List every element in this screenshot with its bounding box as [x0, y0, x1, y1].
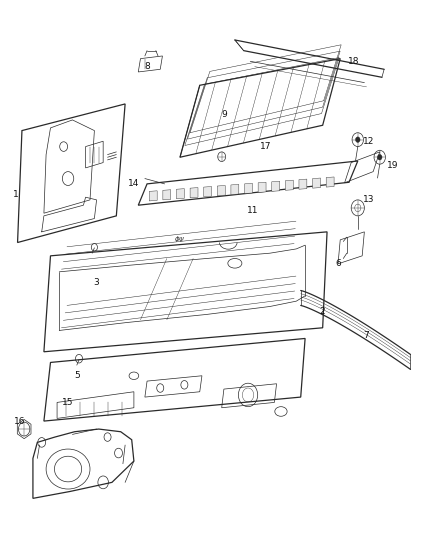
- Text: 2: 2: [319, 308, 325, 316]
- Polygon shape: [298, 179, 306, 189]
- Text: 7: 7: [363, 332, 369, 340]
- Polygon shape: [285, 180, 293, 190]
- Text: 9: 9: [220, 110, 226, 119]
- Polygon shape: [203, 187, 211, 197]
- Polygon shape: [190, 188, 198, 198]
- Text: 14: 14: [128, 180, 139, 188]
- Text: 16: 16: [14, 417, 25, 425]
- Text: 19: 19: [386, 161, 398, 169]
- Circle shape: [377, 155, 381, 160]
- Polygon shape: [162, 190, 170, 200]
- Polygon shape: [244, 183, 252, 193]
- Polygon shape: [176, 189, 184, 199]
- Text: 6: 6: [334, 260, 340, 268]
- Text: 11: 11: [246, 206, 258, 215]
- Polygon shape: [312, 178, 320, 188]
- Text: 18: 18: [347, 57, 358, 66]
- Polygon shape: [149, 191, 157, 201]
- Text: 15: 15: [62, 398, 74, 407]
- Polygon shape: [271, 181, 279, 191]
- Text: $\phi\psi$: $\phi\psi$: [174, 234, 185, 244]
- Text: 17: 17: [259, 142, 271, 151]
- Circle shape: [355, 137, 359, 142]
- Text: 12: 12: [362, 137, 374, 146]
- Text: 8: 8: [144, 62, 150, 71]
- Polygon shape: [325, 177, 333, 187]
- Text: 3: 3: [93, 278, 99, 287]
- Polygon shape: [230, 184, 238, 195]
- Polygon shape: [217, 185, 225, 196]
- Text: 1: 1: [13, 190, 19, 199]
- Text: 5: 5: [74, 372, 80, 380]
- Polygon shape: [258, 182, 265, 192]
- Text: 13: 13: [362, 196, 374, 204]
